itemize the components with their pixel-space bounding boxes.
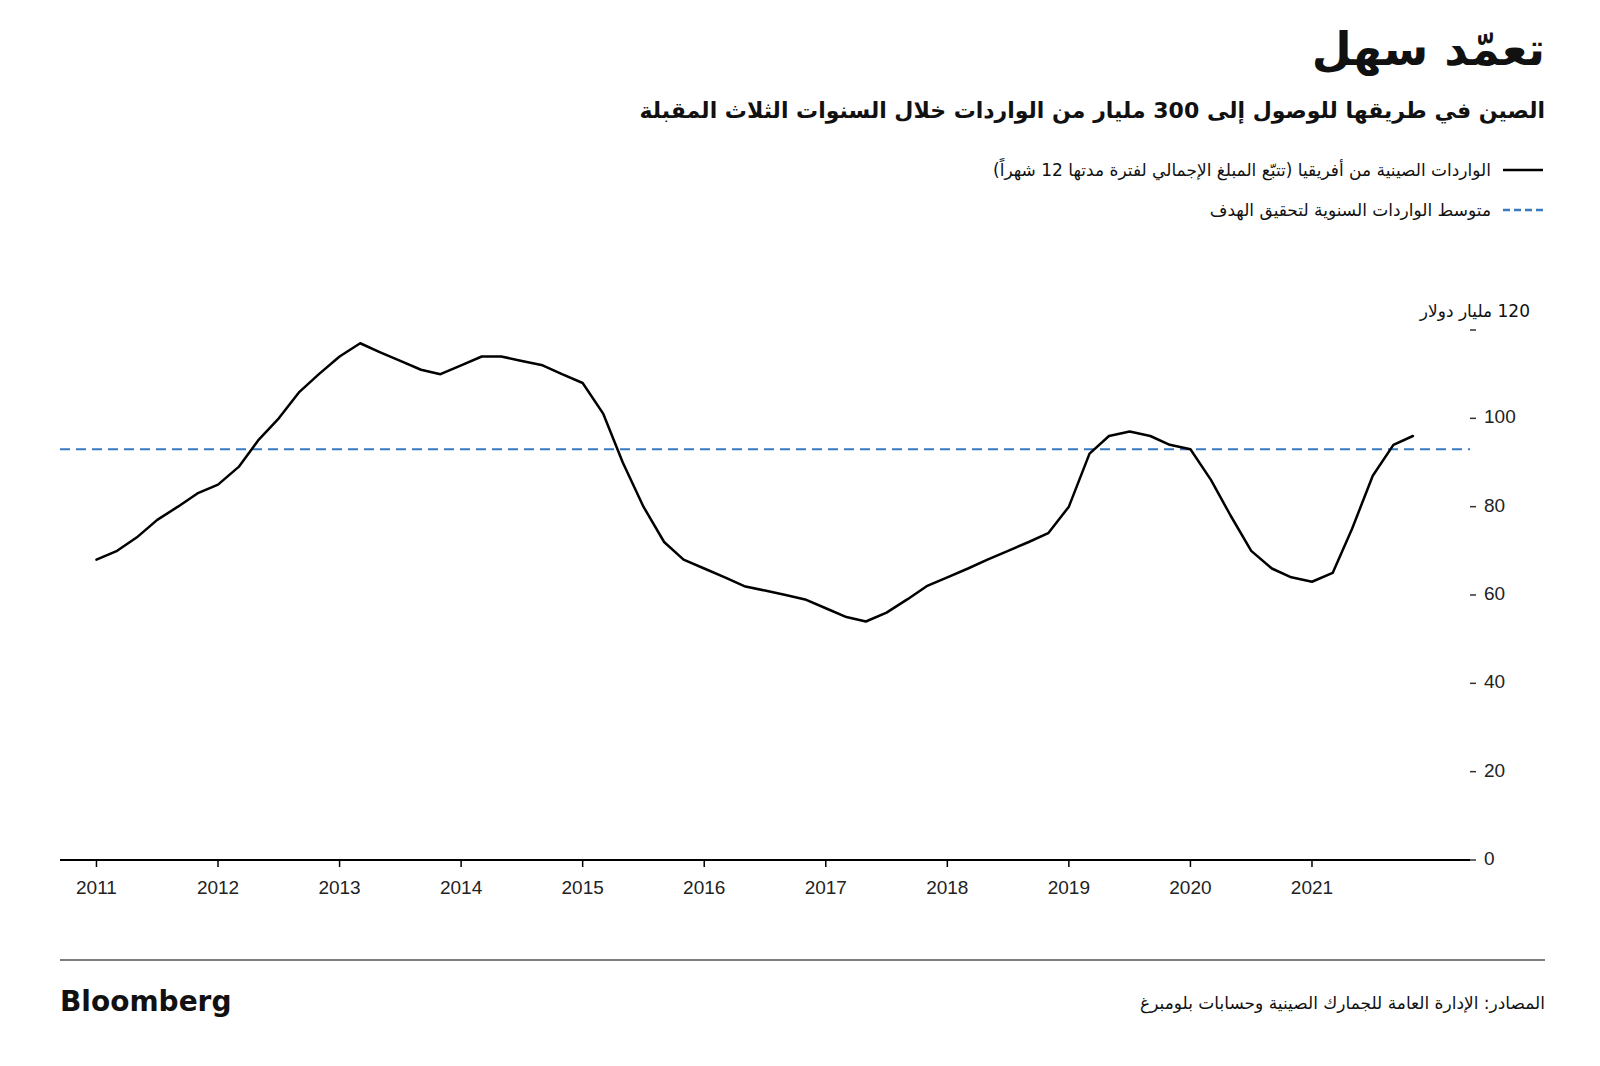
legend-label: الواردات الصينية من أفريقيا (تتبّع المبل…: [993, 160, 1491, 180]
legend-entry: الواردات الصينية من أفريقيا (تتبّع المبل…: [993, 160, 1545, 180]
x-tick-label: 2021: [1291, 877, 1333, 898]
y-tick-label: 100: [1484, 406, 1516, 427]
legend-label: متوسط الواردات السنوية لتحقيق الهدف: [1210, 200, 1491, 220]
x-tick: [460, 860, 462, 867]
x-tick: [947, 860, 949, 867]
legend-entry: متوسط الواردات السنوية لتحقيق الهدف: [1210, 200, 1545, 220]
y-tick-label: 60: [1484, 583, 1505, 604]
plot-marks: [60, 343, 1470, 621]
y-tick: [1470, 506, 1476, 508]
x-tick: [582, 860, 584, 867]
title: تعمّد سهل: [1312, 22, 1545, 76]
page: تعمّد سهل الصين في طريقها للوصول إلى 300 …: [0, 0, 1600, 1066]
legend-swatch-line: [1503, 209, 1543, 212]
reference-line: [60, 448, 1470, 450]
data-line: [96, 343, 1412, 621]
y-tick: [1470, 329, 1476, 331]
legend-swatch: [1501, 163, 1545, 177]
y-tick: [1470, 771, 1476, 773]
legend-swatch: [1501, 203, 1545, 217]
x-tick-label: 2014: [440, 877, 483, 898]
subtitle: الصين في طريقها للوصول إلى 300 مليار من …: [639, 98, 1545, 123]
y-tick: [1470, 594, 1476, 596]
y-tick-label: 20: [1484, 760, 1505, 781]
y-tick-label: 80: [1484, 495, 1505, 516]
x-tick: [339, 860, 341, 867]
x-tick-label: 2019: [1048, 877, 1090, 898]
x-tick: [217, 860, 219, 867]
chart: 0 20 40 60 80 100 2011 2012 2013 2014 2015 2016 2017…: [0, 0, 1600, 1066]
y-tick-label: 120 مليار دولار: [1420, 300, 1530, 322]
x-tick: [1068, 860, 1070, 867]
y-tick: [1470, 683, 1476, 685]
x-tick-label: 2016: [683, 877, 725, 898]
y-tick: [1470, 859, 1476, 861]
x-tick-label: 2013: [318, 877, 360, 898]
source: المصادر: الإدارة العامة للجمارك الصينية …: [1140, 993, 1545, 1013]
x-axis-line: [60, 859, 1470, 861]
x-tick-label: 2015: [562, 877, 604, 898]
x-tick: [825, 860, 827, 867]
x-tick: [96, 860, 98, 867]
x-tick-label: 2011: [76, 877, 117, 898]
brand: Bloomberg: [60, 985, 231, 1018]
y-tick-label: 0: [1484, 848, 1495, 869]
legend-swatch-line: [1503, 169, 1543, 172]
x-tick-label: 2018: [926, 877, 968, 898]
x-tick-label: 2017: [805, 877, 847, 898]
footer-separator: [60, 959, 1545, 960]
x-tick: [1311, 860, 1313, 867]
x-tick: [703, 860, 705, 867]
y-tick: [1470, 418, 1476, 420]
x-tick-label: 2020: [1169, 877, 1211, 898]
y-tick-label: 40: [1484, 671, 1505, 692]
x-tick-label: 2012: [197, 877, 239, 898]
x-tick: [1190, 860, 1192, 867]
